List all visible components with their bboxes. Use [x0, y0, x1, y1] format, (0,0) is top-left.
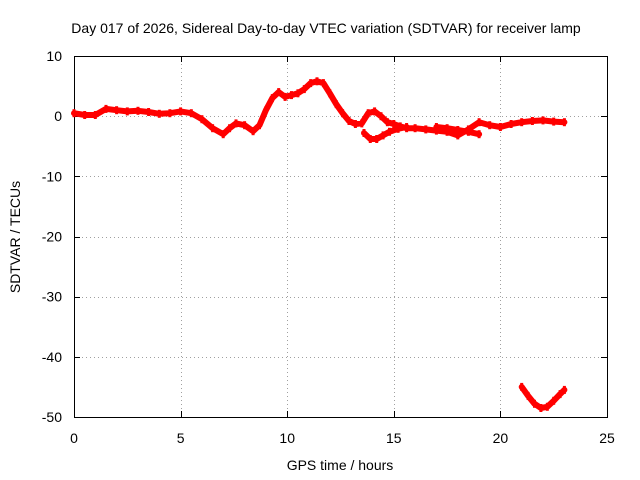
x-tick-label: 15	[386, 430, 402, 446]
data-point	[315, 77, 319, 86]
data-point	[562, 385, 566, 394]
data-point	[552, 117, 556, 126]
data-point	[296, 89, 300, 98]
data-point	[302, 85, 306, 94]
x-tick-label: 10	[279, 430, 295, 446]
data-point	[362, 129, 366, 137]
data-point	[347, 117, 351, 125]
data-point	[434, 123, 438, 131]
data-point	[373, 107, 377, 116]
data-point	[290, 91, 293, 100]
data-point	[405, 123, 409, 131]
y-tick-label: -10	[42, 168, 62, 184]
data-point	[200, 115, 204, 124]
data-point	[147, 108, 151, 116]
data-point	[221, 130, 225, 139]
data-point	[498, 123, 502, 131]
data-point	[341, 109, 345, 118]
data-point	[552, 396, 556, 405]
data-point	[125, 107, 129, 116]
data-point	[477, 130, 481, 139]
x-tick-labels: 0 5 10 15 20 25	[70, 430, 615, 446]
data-point	[104, 104, 108, 113]
data-point	[93, 111, 97, 119]
y-tick-labels: -50 -40 -30 -20 -10 0 10	[42, 48, 62, 425]
data-point	[424, 125, 428, 134]
data-point	[539, 404, 543, 412]
data-point	[328, 89, 332, 98]
data-point	[520, 382, 524, 391]
data-point	[366, 109, 370, 118]
data-point	[541, 116, 545, 125]
data-point	[168, 109, 172, 118]
y-tick-label: -40	[42, 349, 62, 365]
data-point	[251, 127, 255, 136]
data-point	[413, 124, 417, 133]
data-point	[228, 124, 232, 133]
data-point	[321, 79, 325, 88]
axis-ticks	[74, 56, 608, 418]
x-axis-label: GPS time / hours	[287, 457, 394, 473]
data-point	[526, 391, 530, 400]
data-point	[243, 121, 247, 130]
series-branch-18h	[433, 123, 483, 139]
data-point	[360, 119, 364, 128]
y-tick-label: -20	[42, 229, 62, 245]
x-tick-label: 0	[70, 430, 78, 446]
series-dip-21-23h	[518, 382, 568, 412]
data-point	[456, 131, 460, 140]
data-point	[136, 106, 140, 115]
data-point	[545, 402, 549, 411]
data-point	[562, 118, 566, 127]
y-tick-label: -30	[42, 289, 62, 305]
x-tick-label: 20	[493, 430, 509, 446]
data-point	[509, 120, 513, 128]
data-point	[381, 131, 385, 140]
data-point	[83, 111, 87, 119]
data-point	[396, 124, 400, 133]
data-point	[477, 118, 481, 127]
x-tick-label: 5	[177, 430, 185, 446]
data-point	[270, 94, 274, 103]
data-point	[533, 399, 536, 408]
data-point	[385, 118, 389, 127]
data-point	[353, 120, 357, 128]
data-series	[71, 77, 568, 412]
data-point	[488, 121, 492, 130]
data-point	[189, 109, 193, 118]
data-point	[179, 107, 183, 116]
y-tick-label: 10	[46, 48, 62, 64]
series-branch-14h	[361, 123, 410, 143]
data-point	[277, 88, 281, 97]
x-tick-label: 25	[599, 430, 615, 446]
data-point	[466, 127, 470, 136]
data-point	[283, 92, 287, 101]
data-point	[264, 106, 268, 115]
data-point	[530, 117, 534, 125]
data-point	[234, 119, 238, 128]
data-point	[456, 126, 460, 134]
data-point	[392, 120, 396, 128]
data-point	[558, 390, 562, 399]
data-point	[520, 118, 524, 127]
data-point	[72, 109, 76, 118]
data-point	[388, 127, 391, 136]
data-point	[368, 135, 372, 143]
data-point	[309, 79, 313, 88]
data-point	[211, 124, 215, 133]
y-tick-label: 0	[54, 108, 62, 124]
data-point	[115, 106, 119, 115]
y-axis-label: SDTVAR / TECUs	[7, 181, 23, 293]
data-point	[157, 109, 161, 118]
data-point	[445, 124, 449, 133]
chart-title: Day 017 of 2026, Sidereal Day-to-day VTE…	[71, 20, 581, 36]
data-point	[334, 100, 338, 109]
y-tick-label: -50	[42, 409, 62, 425]
data-point	[258, 121, 261, 130]
data-point	[379, 112, 383, 121]
data-point	[375, 135, 379, 143]
